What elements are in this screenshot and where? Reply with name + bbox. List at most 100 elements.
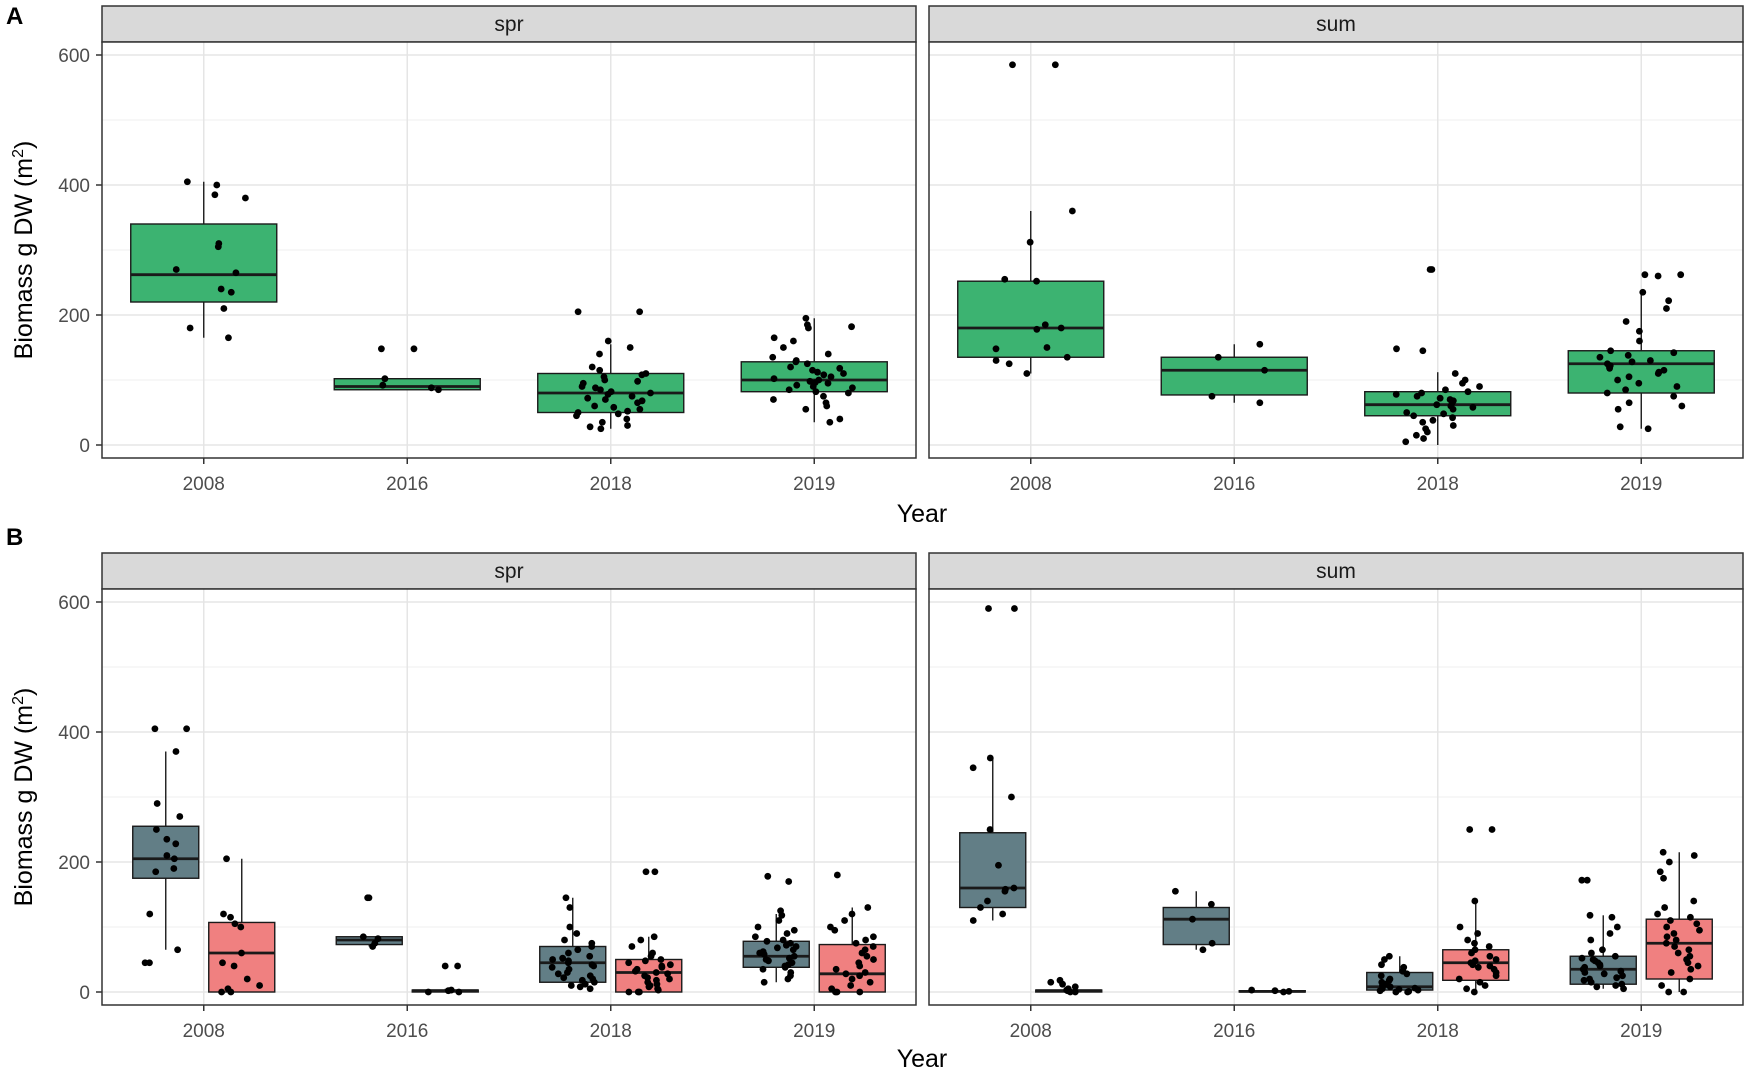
y-axis-title-main: Biomass g DW (m xyxy=(10,705,38,906)
data-point xyxy=(1455,975,1463,983)
data-point xyxy=(1678,402,1686,410)
data-point xyxy=(870,956,877,963)
x-tick-label: 2018 xyxy=(590,1021,632,1042)
data-point xyxy=(377,345,385,353)
data-point xyxy=(1666,917,1674,924)
data-point xyxy=(1687,965,1695,973)
data-point xyxy=(849,384,856,392)
y-axis-title-end: ) xyxy=(10,688,38,696)
data-point xyxy=(862,936,870,944)
box-body xyxy=(957,280,1105,358)
data-point xyxy=(820,392,827,400)
data-point xyxy=(856,988,864,996)
data-point xyxy=(1673,383,1681,390)
data-point xyxy=(802,405,810,413)
data-point xyxy=(986,754,994,762)
x-tick-label: 2019 xyxy=(1620,1021,1662,1042)
data-point xyxy=(1171,887,1179,895)
facet-strip-label: sum xyxy=(1316,13,1356,36)
data-point xyxy=(1613,923,1621,931)
data-point xyxy=(163,852,171,859)
data-point xyxy=(1635,327,1643,335)
data-point xyxy=(217,285,225,293)
data-point xyxy=(784,975,792,983)
data-point xyxy=(238,949,245,957)
box-group2-2016 xyxy=(411,962,479,996)
data-point xyxy=(237,923,245,931)
data-point xyxy=(638,371,646,379)
data-point xyxy=(1665,988,1673,996)
x-tick-label: 2019 xyxy=(793,1021,835,1042)
data-point xyxy=(1635,379,1643,387)
data-point xyxy=(1588,949,1595,957)
data-point xyxy=(232,269,240,277)
data-point xyxy=(614,410,622,418)
data-point xyxy=(864,904,872,911)
data-point xyxy=(601,376,609,384)
data-point xyxy=(573,930,581,937)
data-point xyxy=(1614,405,1622,413)
data-point xyxy=(564,959,572,967)
y-tick-label: 200 xyxy=(58,306,90,327)
data-point xyxy=(1023,370,1031,377)
data-point xyxy=(1433,401,1441,409)
data-point xyxy=(1654,370,1662,377)
data-point xyxy=(1041,321,1049,329)
data-point xyxy=(574,946,582,954)
box-total-2018 xyxy=(1364,266,1512,446)
data-point xyxy=(760,950,768,958)
data-point xyxy=(1603,389,1611,397)
data-point xyxy=(1677,271,1685,279)
data-point xyxy=(231,920,239,928)
data-point xyxy=(598,418,606,426)
data-point xyxy=(562,894,570,902)
box-group2-2019 xyxy=(818,871,886,996)
data-point xyxy=(1680,988,1688,996)
data-point xyxy=(1451,370,1459,377)
data-point xyxy=(625,959,633,967)
data-point xyxy=(1026,238,1034,246)
data-point xyxy=(1596,353,1604,361)
data-point xyxy=(1057,324,1065,332)
data-point xyxy=(1619,972,1626,980)
box-total-2018 xyxy=(537,308,685,433)
data-point xyxy=(1663,923,1671,931)
data-point xyxy=(1392,988,1400,996)
data-point xyxy=(1670,930,1678,937)
data-point xyxy=(1033,325,1041,333)
data-point xyxy=(1071,988,1079,996)
data-point xyxy=(1068,207,1076,215)
data-point xyxy=(1393,345,1400,353)
data-point xyxy=(581,980,589,988)
data-point xyxy=(1410,412,1418,420)
x-axis-title: Year xyxy=(897,500,948,528)
data-point xyxy=(1622,318,1630,325)
data-point xyxy=(1412,431,1420,439)
data-point xyxy=(1248,986,1256,994)
x-tick-label: 2008 xyxy=(183,474,225,495)
data-point xyxy=(840,370,847,377)
data-point xyxy=(1440,410,1448,418)
data-point xyxy=(803,360,811,368)
data-point xyxy=(1674,949,1682,957)
y-axis-title-end: ) xyxy=(10,141,38,149)
data-point xyxy=(1600,970,1608,978)
data-point xyxy=(666,961,674,969)
data-point xyxy=(1488,826,1496,833)
data-point xyxy=(812,388,820,396)
data-point xyxy=(1593,983,1601,991)
data-point xyxy=(770,334,778,342)
data-point xyxy=(666,975,673,983)
data-point xyxy=(243,975,251,983)
facet-spr: spr 2008 2016 2018 2019 xyxy=(101,5,917,495)
data-point xyxy=(218,988,225,996)
x-tick-label: 2019 xyxy=(793,474,835,495)
data-point xyxy=(1449,414,1456,422)
data-point xyxy=(636,405,644,413)
data-point xyxy=(650,933,658,941)
data-point xyxy=(1608,913,1616,921)
box-total-2008 xyxy=(957,61,1105,377)
x-tick-label: 2018 xyxy=(590,474,632,495)
data-point xyxy=(1580,976,1588,984)
data-point xyxy=(1685,946,1693,954)
